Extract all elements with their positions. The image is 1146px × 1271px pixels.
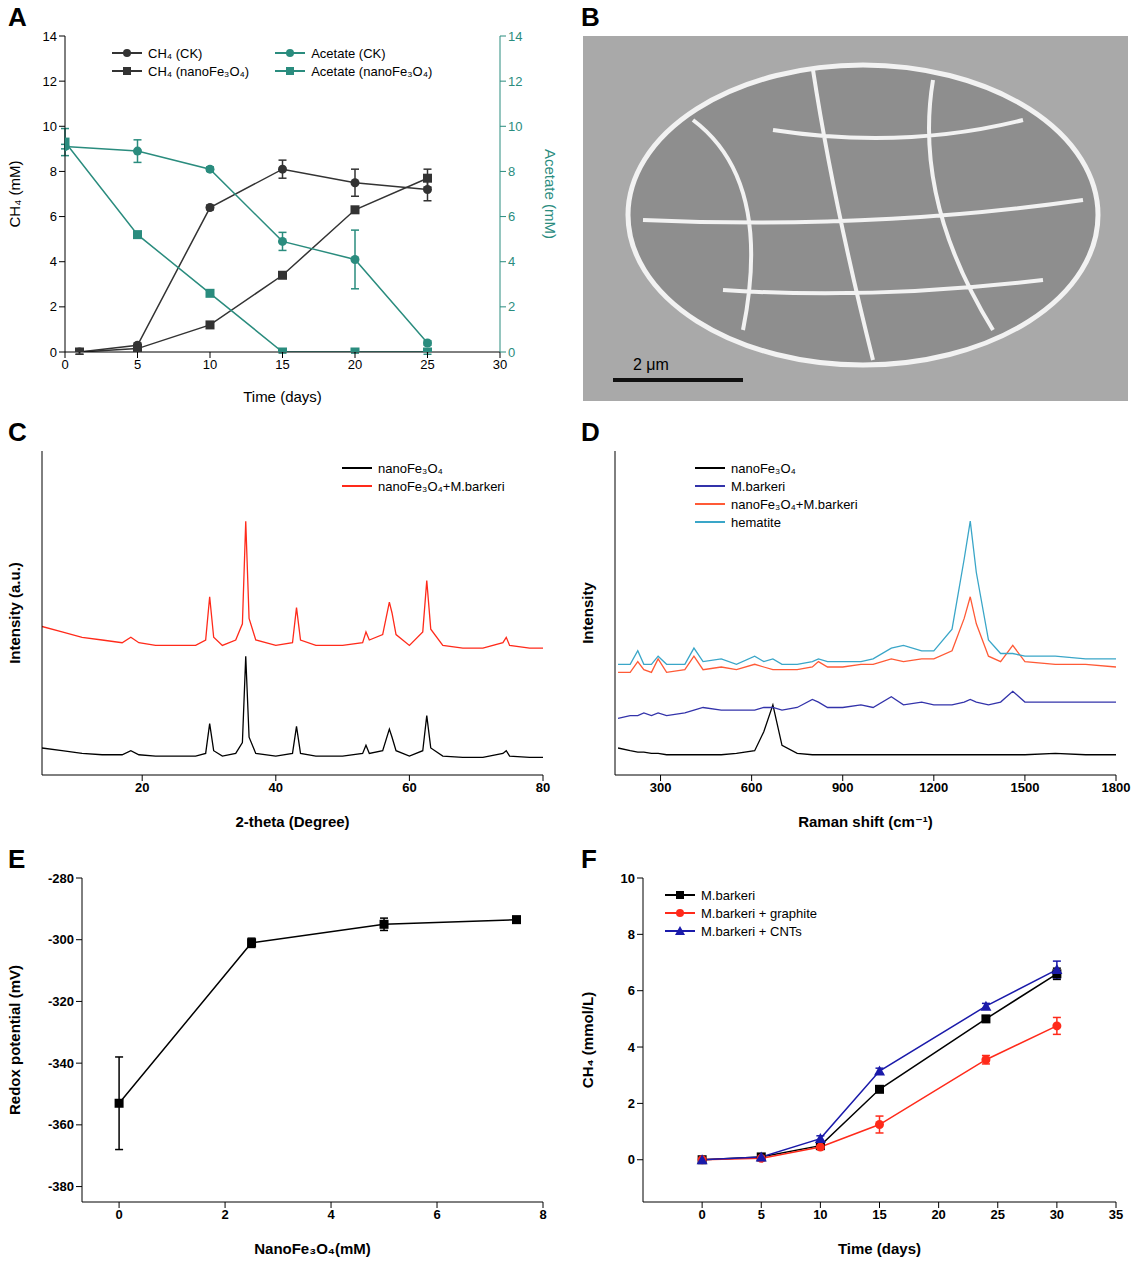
svg-text:2-theta (Degree): 2-theta (Degree): [235, 813, 349, 830]
svg-text:Redox potential (mV): Redox potential (mV): [6, 965, 23, 1115]
html-text:D: D: [581, 417, 600, 447]
svg-text:0: 0: [628, 1152, 635, 1167]
svg-text:10: 10: [43, 119, 57, 134]
svg-text:30: 30: [493, 357, 507, 372]
svg-text:1200: 1200: [919, 780, 948, 795]
html-text:nanoFe₃O₄+M.barkeri: nanoFe₃O₄+M.barkeri: [378, 478, 505, 494]
svg-text:30: 30: [1050, 1207, 1064, 1222]
html-text:Acetate (CK): Acetate (CK): [311, 45, 386, 61]
svg-text:10: 10: [621, 871, 635, 886]
svg-text:6: 6: [508, 209, 515, 224]
svg-text:8: 8: [508, 164, 515, 179]
svg-text:-380: -380: [48, 1179, 74, 1194]
svg-text:2: 2: [508, 299, 515, 314]
svg-text:8: 8: [628, 927, 635, 942]
svg-text:2: 2: [628, 1096, 635, 1111]
svg-text:8: 8: [50, 164, 57, 179]
svg-text:2: 2: [50, 299, 57, 314]
svg-text:-300: -300: [48, 932, 74, 947]
svg-text:0: 0: [699, 1207, 706, 1222]
svg-text:20: 20: [348, 357, 362, 372]
svg-text:Raman shift (cm⁻¹): Raman shift (cm⁻¹): [798, 813, 933, 830]
svg-text:12: 12: [508, 74, 522, 89]
html-text:nanoFe₃O₄: nanoFe₃O₄: [378, 460, 443, 476]
html-text:A: A: [8, 2, 27, 32]
svg-text:-320: -320: [48, 994, 74, 1009]
svg-text:6: 6: [628, 983, 635, 998]
svg-text:60: 60: [402, 780, 416, 795]
html-text:C: C: [8, 417, 27, 447]
svg-text:Intensity (a.u.): Intensity (a.u.): [6, 562, 23, 664]
html-text:CH₄ (CK): CH₄ (CK): [148, 45, 203, 61]
svg-text:8: 8: [539, 1207, 546, 1222]
svg-text:4: 4: [508, 254, 515, 269]
svg-text:14: 14: [43, 29, 57, 44]
svg-text:35: 35: [1109, 1207, 1123, 1222]
svg-text:1500: 1500: [1010, 780, 1039, 795]
svg-text:900: 900: [832, 780, 854, 795]
svg-text:14: 14: [508, 29, 522, 44]
svg-text:0: 0: [508, 345, 515, 360]
svg-text:25: 25: [991, 1207, 1005, 1222]
svg-text:15: 15: [275, 357, 289, 372]
svg-text:Time (days): Time (days): [838, 1240, 921, 1257]
svg-text:Intensity: Intensity: [579, 582, 596, 644]
html-text:M.barkeri: M.barkeri: [731, 478, 786, 494]
html-text:nanoFe₃O₄: nanoFe₃O₄: [731, 460, 796, 476]
html-text:hematite: hematite: [731, 514, 781, 530]
svg-text:4: 4: [628, 1040, 636, 1055]
svg-text:20: 20: [931, 1207, 945, 1222]
svg-text:2 μm: 2 μm: [633, 356, 669, 373]
svg-text:300: 300: [650, 780, 672, 795]
html-text:E: E: [8, 844, 26, 874]
svg-text:CH₄ (mM): CH₄ (mM): [6, 161, 23, 228]
svg-text:4: 4: [327, 1207, 335, 1222]
html-text:nanoFe₃O₄+M.barkeri: nanoFe₃O₄+M.barkeri: [731, 496, 858, 512]
svg-text:2: 2: [221, 1207, 228, 1222]
html-text:Acetate (nanoFe₃O₄): Acetate (nanoFe₃O₄): [311, 63, 433, 79]
svg-text:25: 25: [420, 357, 434, 372]
html-text:F: F: [581, 844, 597, 874]
svg-text:0: 0: [61, 357, 68, 372]
svg-text:-340: -340: [48, 1056, 74, 1071]
svg-text:1800: 1800: [1102, 780, 1131, 795]
html-text:B: B: [581, 2, 600, 32]
html-text:M.barkeri: M.barkeri: [701, 887, 756, 903]
svg-text:15: 15: [872, 1207, 886, 1222]
html-text:M.barkeri + graphite: M.barkeri + graphite: [701, 905, 817, 921]
svg-text:-280: -280: [48, 871, 74, 886]
svg-text:600: 600: [741, 780, 763, 795]
html-text:CH₄ (nanoFe₃O₄): CH₄ (nanoFe₃O₄): [148, 63, 250, 79]
svg-text:80: 80: [536, 780, 550, 795]
svg-text:10: 10: [813, 1207, 827, 1222]
svg-text:10: 10: [508, 119, 522, 134]
svg-text:NanoFe₃O₄(mM): NanoFe₃O₄(mM): [254, 1240, 371, 1257]
svg-text:10: 10: [203, 357, 217, 372]
svg-text:0: 0: [50, 345, 57, 360]
svg-text:6: 6: [433, 1207, 440, 1222]
svg-text:12: 12: [43, 74, 57, 89]
svg-text:CH₄ (mmol/L): CH₄ (mmol/L): [579, 992, 596, 1088]
svg-text:0: 0: [115, 1207, 122, 1222]
svg-text:20: 20: [135, 780, 149, 795]
html-text:M.barkeri + CNTs: M.barkeri + CNTs: [701, 923, 802, 939]
svg-text:5: 5: [134, 357, 141, 372]
svg-text:Acetate (mM): Acetate (mM): [542, 149, 559, 239]
svg-text:40: 40: [269, 780, 283, 795]
svg-text:4: 4: [50, 254, 57, 269]
svg-text:Time (days): Time (days): [243, 388, 322, 405]
svg-text:-360: -360: [48, 1117, 74, 1132]
svg-text:6: 6: [50, 209, 57, 224]
svg-text:5: 5: [758, 1207, 765, 1222]
